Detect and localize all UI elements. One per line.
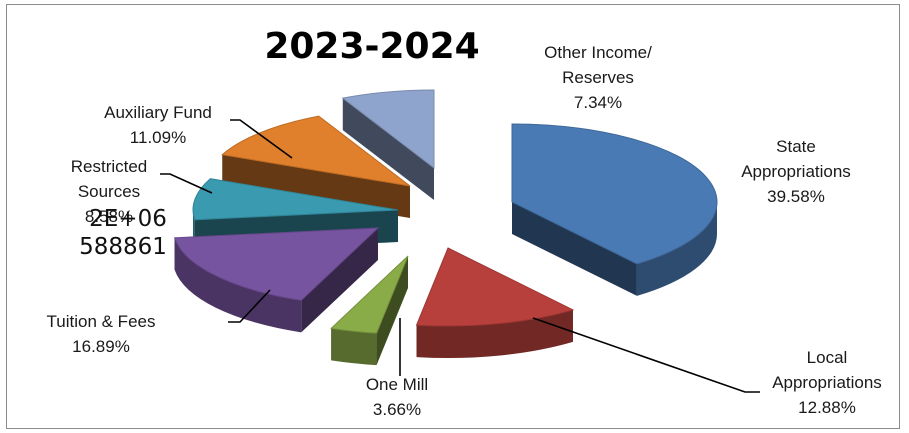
slice-name-label-1: Appropriations [772, 373, 882, 392]
slice-name-label-6: Reserves [562, 68, 634, 87]
pie-slice-3 [173, 227, 380, 333]
leader-line-5 [230, 119, 293, 159]
pie-slice-top-2 [330, 255, 409, 334]
slice-name-label-0: Appropriations [741, 162, 851, 181]
pie-slice-wall-5-0 [222, 154, 410, 218]
pie-slice-top-6 [341, 89, 435, 170]
slice-name-label-2: One Mill [366, 375, 428, 394]
overlay-text-2: 588861 [79, 234, 167, 260]
leader-line-4 [160, 173, 213, 194]
chart-title: 2023-2024 [264, 26, 479, 67]
pie-slice-top-5 [221, 115, 411, 187]
pie-slice-top-0 [511, 123, 718, 265]
slice-percent-label-4: 8.58% [85, 207, 133, 226]
overlay-text-1: 2E+06 [89, 206, 167, 232]
slice-percent-label-1: 12.88% [798, 398, 856, 417]
pie-slice-side-1-0 [416, 309, 573, 358]
pie-slice-5 [221, 115, 411, 218]
pie-slice-6 [341, 89, 435, 200]
slice-percent-label-5: 11.09% [130, 128, 186, 147]
slice-name-label-6: Other Income/ [544, 43, 652, 62]
slice-name-label-4: Restricted [71, 157, 148, 176]
leader-line-1 [532, 317, 760, 393]
pie-slice-top-1 [415, 247, 575, 327]
slice-name-label-1: Local [807, 348, 848, 367]
slice-percent-label-3: 16.89% [72, 337, 130, 356]
slice-percent-label-6: 7.34% [574, 93, 622, 112]
pie-slice-side-2-0 [331, 328, 377, 366]
slice-name-label-5: Auxiliary Fund [104, 103, 212, 122]
pie-slice-wall-6-0 [342, 98, 434, 200]
pie-slice-2 [330, 255, 409, 366]
leader-lines [160, 119, 760, 393]
slice-percent-label-0: 39.58% [767, 187, 825, 206]
slice-percent-label-2: 3.66% [373, 400, 421, 419]
slice-name-label-0: State [776, 137, 816, 156]
leader-line-3 [228, 289, 271, 323]
pie-slice-wall-0-1 [512, 202, 637, 296]
pie-slice-top-3 [173, 227, 380, 301]
chart-frame [6, 4, 900, 429]
pie-slice-1 [415, 247, 575, 358]
slice-name-label-3: Tuition & Fees [47, 312, 156, 331]
pie-slices [173, 89, 718, 366]
pie-slice-0 [511, 123, 718, 296]
pie-slice-top-4 [192, 178, 399, 221]
slice-labels: State Appropriations 39.58% Local Appropriat… [47, 43, 882, 419]
slice-name-label-4: Sources [78, 182, 140, 201]
